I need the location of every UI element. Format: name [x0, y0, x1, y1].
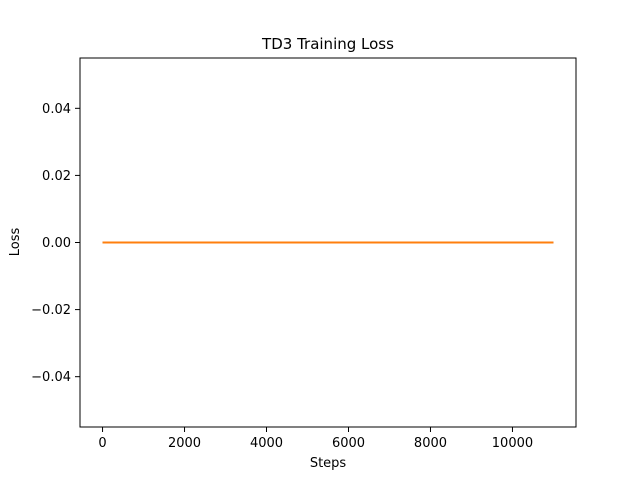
- x-tick-label: 4000: [250, 436, 283, 451]
- chart-title: TD3 Training Loss: [261, 35, 394, 53]
- y-tick-label: 0.04: [42, 102, 71, 117]
- y-tick-label: 0.00: [42, 236, 71, 251]
- x-axis-ticks: 0 2000 4000 6000 8000 10000: [98, 427, 533, 451]
- y-tick-label: 0.02: [42, 169, 71, 184]
- x-tick-label: 6000: [332, 436, 365, 451]
- x-tick-label: 10000: [492, 436, 533, 451]
- y-tick-label: −0.04: [31, 370, 71, 385]
- y-axis-label: Loss: [8, 228, 23, 257]
- x-axis-label: Steps: [310, 456, 347, 471]
- x-tick-label: 8000: [414, 436, 447, 451]
- x-tick-label: 2000: [168, 436, 201, 451]
- x-tick-label: 0: [98, 436, 106, 451]
- y-tick-label: −0.02: [31, 303, 71, 318]
- y-axis-ticks: −0.04 −0.02 0.00 0.02 0.04: [31, 102, 80, 385]
